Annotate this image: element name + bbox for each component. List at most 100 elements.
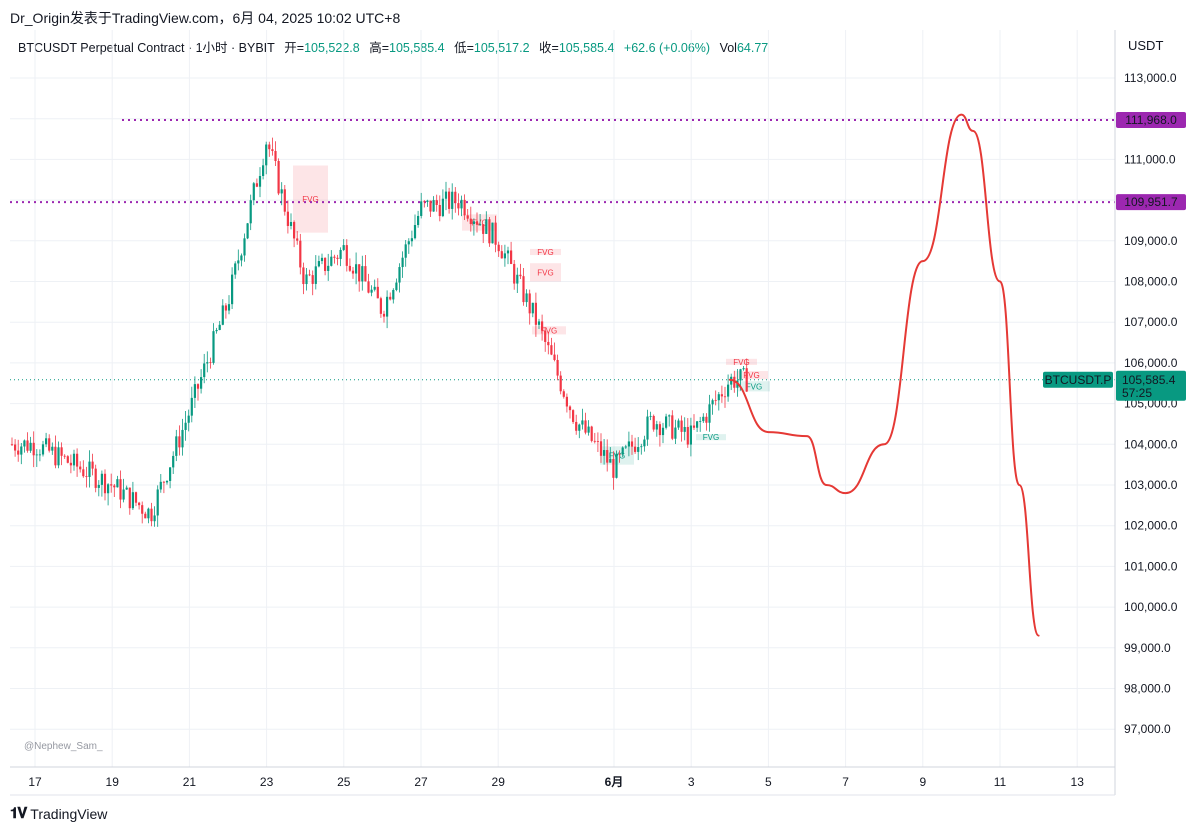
- watermark: @Nephew_Sam_: [24, 741, 103, 752]
- candle-body: [587, 426, 590, 433]
- candle-body: [119, 479, 122, 500]
- x-tick-label: 3: [688, 775, 695, 789]
- y-tick-label: 101,000.0: [1124, 559, 1178, 573]
- ohlc-low: 低=105,517.2: [454, 41, 530, 55]
- candle-body: [175, 436, 178, 456]
- candle-body: [147, 508, 150, 519]
- symbol-title[interactable]: BTCUSDT Perpetual Contract · 1小时 · BYBIT: [18, 41, 275, 55]
- level-price-label: 111,968.0: [1125, 113, 1177, 127]
- candle-body: [627, 441, 630, 447]
- x-tick-label: 6月: [605, 775, 624, 789]
- candle-body: [541, 321, 544, 331]
- candle-body: [534, 302, 537, 325]
- candle-body: [373, 286, 376, 290]
- candle-body: [165, 480, 169, 483]
- candle-body: [727, 384, 730, 397]
- candle-body: [448, 191, 451, 209]
- candle-body: [169, 467, 172, 481]
- candle-body: [162, 481, 165, 483]
- candle-body: [578, 424, 581, 431]
- candle-body: [395, 282, 398, 290]
- candle-body: [88, 461, 91, 478]
- candle-body: [193, 384, 196, 398]
- candle-body: [519, 274, 522, 277]
- fvg-label: FVG: [733, 358, 749, 367]
- candle-body: [159, 481, 162, 490]
- candle-body: [469, 218, 472, 225]
- candle-body: [398, 267, 401, 283]
- candle-body: [116, 479, 119, 488]
- candle-body: [488, 219, 491, 244]
- y-tick-label: 98,000.0: [1124, 682, 1171, 696]
- y-tick-label: 99,000.0: [1124, 641, 1171, 655]
- candle-body: [438, 205, 441, 217]
- ohlc-open: 开=105,522.8: [284, 41, 360, 55]
- y-tick-label: 106,000.0: [1124, 356, 1178, 370]
- candle-body: [97, 484, 100, 488]
- candle-body: [150, 508, 153, 522]
- candle-body: [565, 396, 568, 407]
- projection-drawing: [728, 113, 1040, 637]
- x-tick-label: 7: [842, 775, 849, 789]
- candle-body: [568, 406, 572, 411]
- candle-body: [603, 450, 606, 456]
- candle-body: [14, 444, 17, 451]
- candle-body: [494, 222, 497, 245]
- y-tick-label: 100,000.0: [1124, 600, 1178, 614]
- x-tick-label: 21: [183, 775, 197, 789]
- current-price-value: 105,585.4: [1122, 373, 1176, 387]
- fvg-label: FVG: [471, 218, 487, 227]
- currency-label[interactable]: USDT: [1128, 38, 1164, 53]
- x-tick-label: 29: [492, 775, 506, 789]
- candle-body: [599, 441, 603, 456]
- candle-body: [262, 165, 265, 176]
- candle-body: [550, 345, 553, 355]
- candle-body: [652, 415, 655, 430]
- candle-body: [472, 221, 475, 225]
- candle-body: [153, 515, 156, 522]
- y-tick-label: 109,000.0: [1124, 234, 1178, 248]
- ohlc-high: 高=105,585.4: [369, 41, 445, 55]
- candle-body: [23, 440, 26, 447]
- fvg-zone: [726, 358, 757, 365]
- volume-readout: Vol64.77: [719, 41, 769, 55]
- candle-body: [562, 391, 565, 397]
- candle-body: [156, 489, 159, 516]
- candle-body: [649, 415, 652, 417]
- candle-body: [426, 200, 429, 202]
- y-tick-label: 103,000.0: [1124, 478, 1178, 492]
- candle-body: [234, 263, 237, 275]
- candle-body: [683, 426, 686, 432]
- candle-body: [702, 416, 705, 422]
- y-tick-label: 97,000.0: [1124, 722, 1171, 736]
- candle-body: [317, 261, 320, 267]
- candle-body: [327, 265, 330, 271]
- candle-body: [138, 502, 141, 506]
- candle-body: [556, 359, 559, 376]
- candle-body: [723, 396, 727, 398]
- candle-body: [441, 198, 444, 217]
- candle-body: [134, 492, 138, 503]
- candle-body: [91, 461, 94, 469]
- candle-body: [79, 466, 82, 470]
- candle-body: [277, 161, 280, 194]
- candle-body: [280, 189, 283, 194]
- countdown-label: 57:25: [1122, 386, 1152, 400]
- candle-body: [444, 191, 448, 199]
- candle-body: [48, 438, 51, 451]
- candlestick-series: [10, 137, 748, 527]
- candle-body: [634, 446, 637, 452]
- candle-body: [69, 462, 72, 466]
- candle-body: [528, 293, 531, 314]
- candle-body: [497, 244, 500, 252]
- candle-body: [466, 215, 469, 219]
- candle-body: [711, 400, 714, 405]
- candle-body: [82, 469, 85, 477]
- candle-body: [720, 394, 723, 397]
- candle-body: [537, 321, 541, 325]
- candle-body: [677, 420, 680, 428]
- candle-body: [227, 304, 231, 311]
- candle-body: [351, 270, 355, 274]
- candle-body: [559, 375, 562, 392]
